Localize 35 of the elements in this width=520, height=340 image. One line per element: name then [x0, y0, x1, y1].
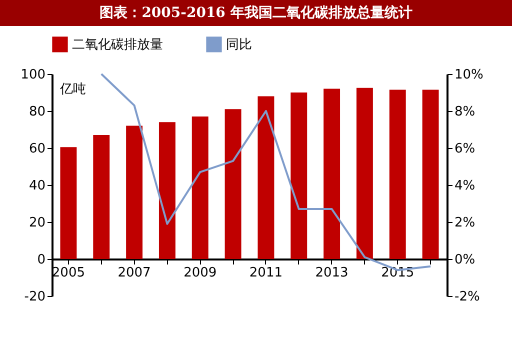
legend-label: 同比: [226, 37, 252, 52]
bar: [158, 122, 176, 259]
bar: [60, 147, 77, 259]
y2-tick-label: -2%: [454, 290, 480, 304]
y-tick-label: 40: [28, 178, 46, 194]
bar: [126, 126, 143, 259]
bar: [290, 92, 308, 259]
bar: [258, 96, 274, 259]
x-tick-label: 2009: [184, 266, 217, 280]
x-tick-label: 2011: [249, 266, 283, 280]
y2-tick-label: 2%: [454, 216, 476, 230]
y-axis-title: 亿吨: [60, 81, 86, 98]
bar: [192, 116, 208, 259]
bar: [422, 90, 439, 259]
bar: [356, 88, 373, 259]
chart-title: 图表：2005-2016 年我国二氧化碳排放总量统计: [0, 0, 512, 26]
y2-tick-label: 6%: [454, 142, 476, 156]
y-tick-label: 20: [28, 216, 46, 230]
y2-tick-label: 10%: [454, 68, 484, 82]
y2-tick-label: 4%: [454, 178, 476, 194]
y-tick-label: 0: [37, 252, 46, 268]
bar: [93, 135, 110, 259]
bar: [324, 88, 340, 259]
bar: [389, 90, 406, 259]
y-tick-label: -20: [24, 290, 46, 304]
y-tick-label: 60: [28, 142, 46, 156]
y-tick-label: 100: [20, 68, 46, 82]
x-tick-label: 2013: [315, 266, 348, 280]
y2-tick-label: 8%: [454, 104, 476, 120]
y-tick-label: 80: [28, 104, 46, 120]
legend-label: 二氧化碳排放量: [72, 37, 163, 52]
bar: [224, 109, 242, 259]
x-tick-label: 2007: [118, 266, 151, 280]
y2-tick-label: 0%: [454, 252, 476, 268]
x-tick-label: 2005: [52, 266, 86, 280]
